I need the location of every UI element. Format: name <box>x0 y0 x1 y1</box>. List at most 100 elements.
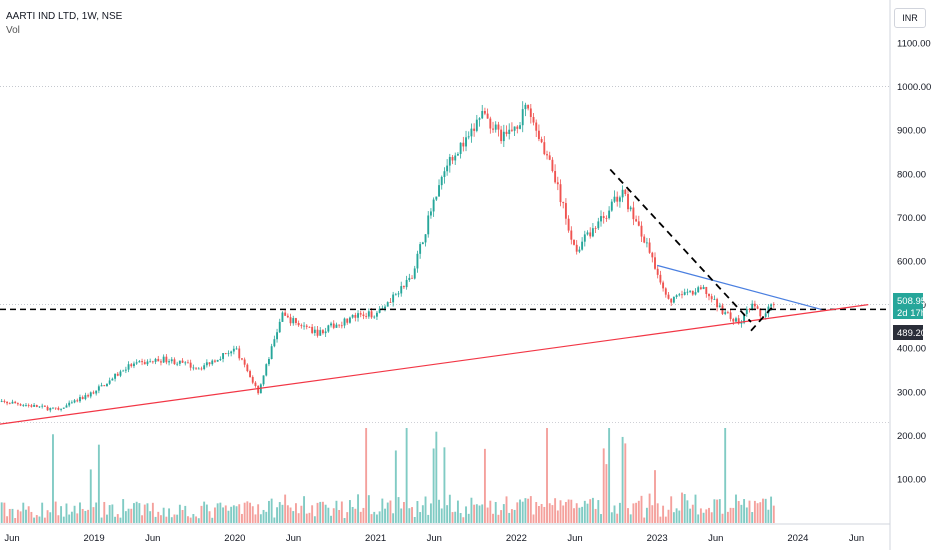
volume-bar <box>564 501 567 523</box>
candle-body <box>745 309 748 315</box>
candle-body <box>243 359 246 365</box>
candle-body <box>551 159 554 172</box>
candle-body <box>273 339 276 347</box>
candle-body <box>6 401 9 404</box>
volume-bar <box>195 516 198 523</box>
x-tick-label: 2019 <box>84 533 105 544</box>
candle-body <box>3 400 6 402</box>
candle-body <box>751 303 754 310</box>
candle-body <box>54 407 57 409</box>
currency-button[interactable]: INR <box>894 8 926 28</box>
falling-resistance-trendline[interactable] <box>656 264 822 310</box>
volume-bar <box>303 496 305 523</box>
volume-bar <box>87 509 90 523</box>
volume-bar <box>335 500 338 523</box>
candle-body <box>643 236 646 243</box>
volume-bar <box>362 507 365 523</box>
candle-body <box>718 305 721 308</box>
candle-body <box>338 324 341 326</box>
falling-channel-bottom-trendline[interactable] <box>750 303 776 332</box>
volume-bar <box>197 518 200 523</box>
candle-body <box>354 314 357 318</box>
volume-bar <box>435 431 438 523</box>
volume-bar <box>519 499 521 523</box>
volume-bar <box>683 494 686 523</box>
candle-body <box>108 380 111 384</box>
volume-bar <box>405 428 408 523</box>
volume-bar <box>141 515 144 523</box>
volume-bar <box>540 503 543 523</box>
candle-body <box>278 321 281 333</box>
candle-body <box>122 370 125 372</box>
volume-bar <box>521 501 524 523</box>
volume-bar <box>573 508 575 523</box>
candle-body <box>219 358 222 360</box>
volume-bar <box>205 504 208 523</box>
volume-bar <box>160 515 162 523</box>
candle-body <box>664 288 667 295</box>
volume-bar <box>373 511 376 523</box>
candle-body <box>770 304 773 307</box>
volume-bar <box>443 447 446 523</box>
candle-body <box>683 292 686 295</box>
trendlines <box>0 168 890 436</box>
candle-body <box>467 136 470 138</box>
volume-bar <box>324 504 327 523</box>
candle-body <box>165 356 168 363</box>
candle-body <box>513 126 516 131</box>
volume-bar <box>478 505 481 523</box>
volume-bar <box>321 501 324 523</box>
volume-bar <box>106 514 108 523</box>
candle-body <box>362 314 365 317</box>
candle-body <box>262 375 265 385</box>
candle-body <box>729 312 732 319</box>
volume-bar <box>516 502 519 523</box>
candle-body <box>635 219 638 222</box>
candle-body <box>575 244 578 252</box>
volume-bar <box>375 514 378 523</box>
candle-body <box>378 308 381 313</box>
candle-body <box>321 330 324 334</box>
candle-body <box>65 405 68 408</box>
candle-body <box>475 119 478 131</box>
candle-body <box>616 196 619 202</box>
volume-bar <box>143 504 146 523</box>
volume-bar <box>81 508 84 523</box>
candle-body <box>241 358 243 360</box>
volume-bar <box>721 513 724 523</box>
candle-body <box>373 316 376 318</box>
volume-bar <box>146 503 149 523</box>
volume-bar <box>116 514 119 523</box>
candle-body <box>25 405 27 406</box>
volume-bar <box>319 501 322 523</box>
volume-bar <box>678 510 681 523</box>
volume-bar <box>68 514 71 523</box>
volume-bar <box>651 505 654 523</box>
volume-bar <box>594 508 597 523</box>
volume-bar <box>635 502 638 523</box>
volume-bar <box>181 509 184 523</box>
rising-support-trendline[interactable] <box>0 304 869 436</box>
candle-body <box>27 405 30 406</box>
candle-body <box>440 176 443 186</box>
y-tick-label: 300.00 <box>897 387 926 398</box>
candle-body <box>627 194 629 210</box>
volume-bar <box>618 502 621 523</box>
volume-bar <box>165 516 168 523</box>
volume-bar <box>743 499 746 523</box>
volume-bar <box>84 510 87 523</box>
candle-body <box>602 216 605 218</box>
candle-body <box>230 351 233 354</box>
candle-body <box>133 363 135 367</box>
volume-bar <box>772 505 775 523</box>
candle-body <box>367 311 370 317</box>
volume-bar <box>330 515 332 523</box>
x-tick-label: 2020 <box>224 533 245 544</box>
volume-bar <box>216 503 219 523</box>
candle-body <box>227 353 230 355</box>
candle-body <box>524 104 527 110</box>
candle-body <box>170 359 173 362</box>
volume-bar <box>133 503 135 523</box>
falling-channel-top-trendline[interactable] <box>609 168 752 323</box>
